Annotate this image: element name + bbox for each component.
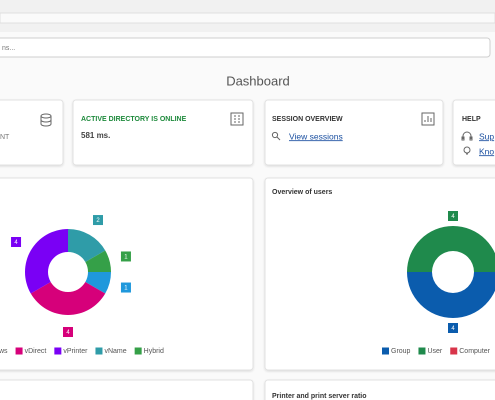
data-label: 1 — [124, 286, 128, 292]
legend-label: Group — [391, 348, 411, 355]
legend-label: vName — [104, 348, 126, 355]
data-label: 2 — [96, 218, 100, 224]
data-label-box — [120, 282, 131, 293]
card — [0, 379, 254, 400]
legend-label: User — [427, 348, 442, 355]
legend-swatch — [450, 347, 458, 355]
legend-swatch — [382, 347, 389, 355]
card — [452, 99, 495, 166]
card — [264, 99, 444, 166]
chart-icon — [421, 112, 435, 126]
building-icon — [230, 112, 244, 126]
card — [0, 99, 64, 166]
chart-card — [264, 177, 495, 371]
pie-slice — [25, 229, 68, 294]
data-label-box — [448, 323, 458, 333]
data-label-box — [63, 327, 73, 337]
legend-swatch — [15, 347, 23, 355]
card-title: HELP — [462, 116, 481, 123]
data-label-box — [93, 215, 103, 226]
search-placeholder: ns... — [2, 45, 15, 52]
chart-card — [0, 177, 254, 371]
card — [264, 379, 495, 400]
page-title: Dashboard — [226, 73, 290, 88]
address-bar[interactable] — [0, 12, 495, 24]
legend-swatch — [95, 347, 103, 355]
search-icon — [271, 131, 281, 141]
chart-title: Overview of users — [272, 189, 332, 196]
data-label: 1 — [124, 255, 128, 261]
card-title: Printer and print server ratio — [272, 393, 367, 400]
pie-slice — [407, 226, 495, 272]
legend-swatch — [134, 347, 142, 355]
card-title: SESSION OVERVIEW — [272, 116, 343, 123]
data-label: 4 — [14, 240, 18, 246]
pie-slice — [407, 272, 495, 318]
legend-label: Computer — [459, 348, 490, 355]
legend-label: vDirect — [25, 348, 47, 355]
pie-slice — [68, 229, 106, 262]
data-label: 4 — [451, 326, 455, 332]
pie-slice — [85, 250, 112, 272]
legend-swatch — [54, 347, 62, 355]
knowledge-link[interactable]: Kno — [479, 146, 494, 156]
data-label-box — [11, 237, 22, 247]
data-label-box — [120, 251, 131, 262]
card — [72, 99, 254, 166]
legend-label: vPrinter — [63, 348, 88, 355]
data-label: 4 — [451, 214, 455, 220]
view-sessions-link[interactable]: View sessions — [289, 131, 343, 141]
headset-icon — [461, 131, 473, 141]
legend-swatch — [418, 347, 426, 355]
support-link[interactable]: Sup — [479, 131, 494, 141]
card-title: ACTIVE DIRECTORY IS ONLINE — [81, 116, 187, 123]
legend-label: ws — [0, 348, 8, 355]
data-label-box — [448, 211, 458, 221]
pie-slice — [30, 282, 106, 315]
card-value: 581 ms. — [81, 131, 110, 140]
pie-slice — [85, 272, 111, 294]
legend-label: Hybrid — [144, 348, 164, 355]
card-text: NT — [0, 134, 10, 141]
database-icon — [40, 113, 52, 127]
bulb-icon — [463, 146, 471, 155]
data-label: 4 — [66, 330, 70, 336]
search-box[interactable] — [0, 37, 491, 58]
